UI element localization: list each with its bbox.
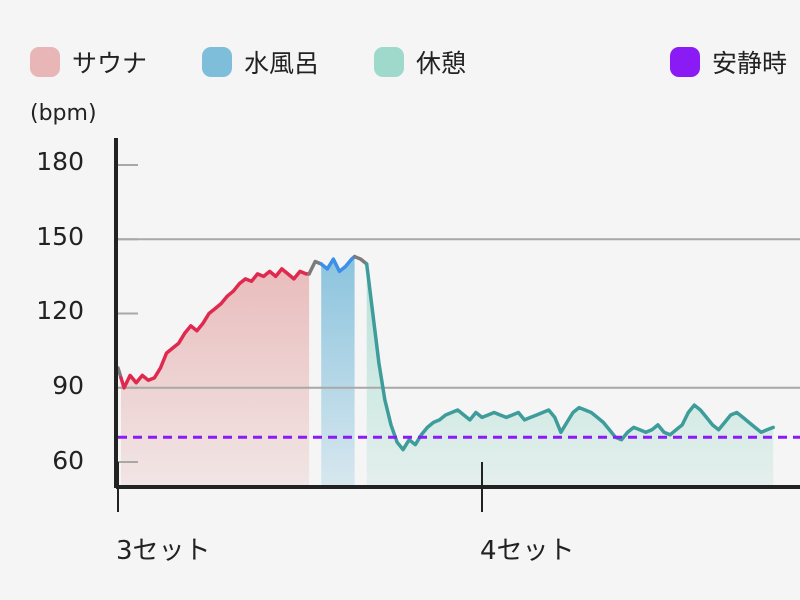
- y-tick-label: 120: [36, 296, 84, 325]
- resting-swatch-icon: [670, 47, 700, 77]
- y-tick-label: 180: [36, 147, 84, 176]
- phase-areas: [121, 256, 774, 486]
- legend-label-resting: 安静時: [712, 49, 788, 78]
- transition-line: [352, 254, 369, 266]
- series-lines: [116, 254, 775, 452]
- sauna-swatch-icon: [30, 47, 60, 77]
- legend-label-sauna: サウナ: [72, 49, 148, 78]
- legend-item-resting[interactable]: 安静時: [670, 44, 787, 80]
- sauna-area: [121, 268, 310, 486]
- gridlines: [118, 164, 800, 463]
- y-tick-label: 60: [52, 446, 84, 475]
- legend-label-rest: 休憩: [416, 49, 467, 78]
- cold-line: [319, 254, 357, 274]
- legend-item-rest[interactable]: 休憩: [374, 44, 466, 80]
- y-axis-unit: (bpm): [30, 101, 97, 126]
- rest-line: [364, 262, 775, 452]
- rest-area: [366, 264, 774, 486]
- y-tick-label: 90: [52, 371, 84, 400]
- x-tick-label: 4セット: [480, 536, 575, 566]
- rest-swatch-icon: [374, 47, 404, 77]
- legend-item-cold[interactable]: 水風呂: [202, 44, 319, 80]
- cold-swatch-icon: [202, 47, 232, 77]
- legend-label-cold: 水風呂: [244, 49, 320, 78]
- x-tick-label: 3セット: [116, 536, 211, 566]
- cold-area: [321, 256, 355, 486]
- transition-line: [307, 259, 323, 276]
- sauna-line: [119, 267, 311, 390]
- legend-item-sauna[interactable]: サウナ: [30, 44, 147, 80]
- axes: [114, 138, 800, 512]
- y-tick-label: 150: [36, 222, 84, 251]
